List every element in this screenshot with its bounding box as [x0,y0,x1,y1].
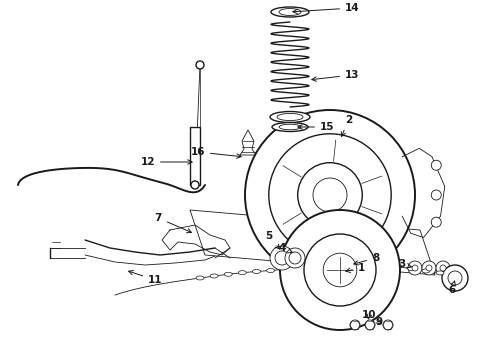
Text: 13: 13 [312,70,360,81]
Ellipse shape [436,271,444,275]
Circle shape [298,163,362,227]
Circle shape [431,160,441,170]
Circle shape [431,190,441,200]
Circle shape [442,265,468,291]
Ellipse shape [422,269,430,273]
Text: 10: 10 [362,310,376,320]
Circle shape [448,271,462,285]
Text: 3: 3 [398,259,411,269]
Ellipse shape [267,269,274,273]
Ellipse shape [279,9,301,15]
Ellipse shape [279,124,301,130]
Ellipse shape [272,122,308,131]
Text: 8: 8 [354,253,379,265]
Ellipse shape [351,260,359,264]
Text: 6: 6 [448,281,455,295]
Text: 4: 4 [278,243,293,253]
Text: 15: 15 [298,122,335,132]
Ellipse shape [277,113,303,121]
Circle shape [280,210,400,330]
Circle shape [440,265,446,271]
Ellipse shape [366,261,373,265]
Text: 2: 2 [341,115,352,136]
Circle shape [196,61,204,69]
Text: 1: 1 [346,263,365,273]
Bar [190,127,200,185]
Circle shape [383,320,393,330]
Ellipse shape [271,7,309,17]
Ellipse shape [270,112,310,122]
Text: 9: 9 [375,317,382,327]
Circle shape [304,234,376,306]
Ellipse shape [393,265,402,269]
Ellipse shape [196,276,204,280]
Circle shape [426,265,432,271]
Text: 12: 12 [141,157,192,167]
Text: 14: 14 [293,3,360,14]
Text: 5: 5 [265,231,279,249]
Circle shape [285,248,305,268]
Circle shape [245,110,415,280]
Ellipse shape [210,274,218,278]
Circle shape [412,265,418,271]
Circle shape [408,261,422,275]
Circle shape [431,217,441,227]
Ellipse shape [295,266,303,270]
Circle shape [436,261,450,275]
Text: 11: 11 [129,270,163,285]
Ellipse shape [380,263,388,267]
Ellipse shape [408,267,416,271]
Circle shape [269,134,391,256]
Ellipse shape [281,267,289,271]
Circle shape [191,181,199,189]
Text: 7: 7 [155,213,192,233]
Ellipse shape [238,271,246,275]
Ellipse shape [224,272,232,276]
Circle shape [289,252,301,264]
Ellipse shape [252,270,261,274]
Circle shape [313,178,347,212]
Circle shape [270,246,294,270]
Circle shape [350,320,360,330]
Circle shape [275,251,289,265]
Text: 16: 16 [191,147,241,158]
Circle shape [323,253,357,287]
Circle shape [422,261,436,275]
Ellipse shape [323,261,331,265]
Circle shape [365,320,375,330]
Ellipse shape [337,260,345,264]
Ellipse shape [309,264,317,268]
